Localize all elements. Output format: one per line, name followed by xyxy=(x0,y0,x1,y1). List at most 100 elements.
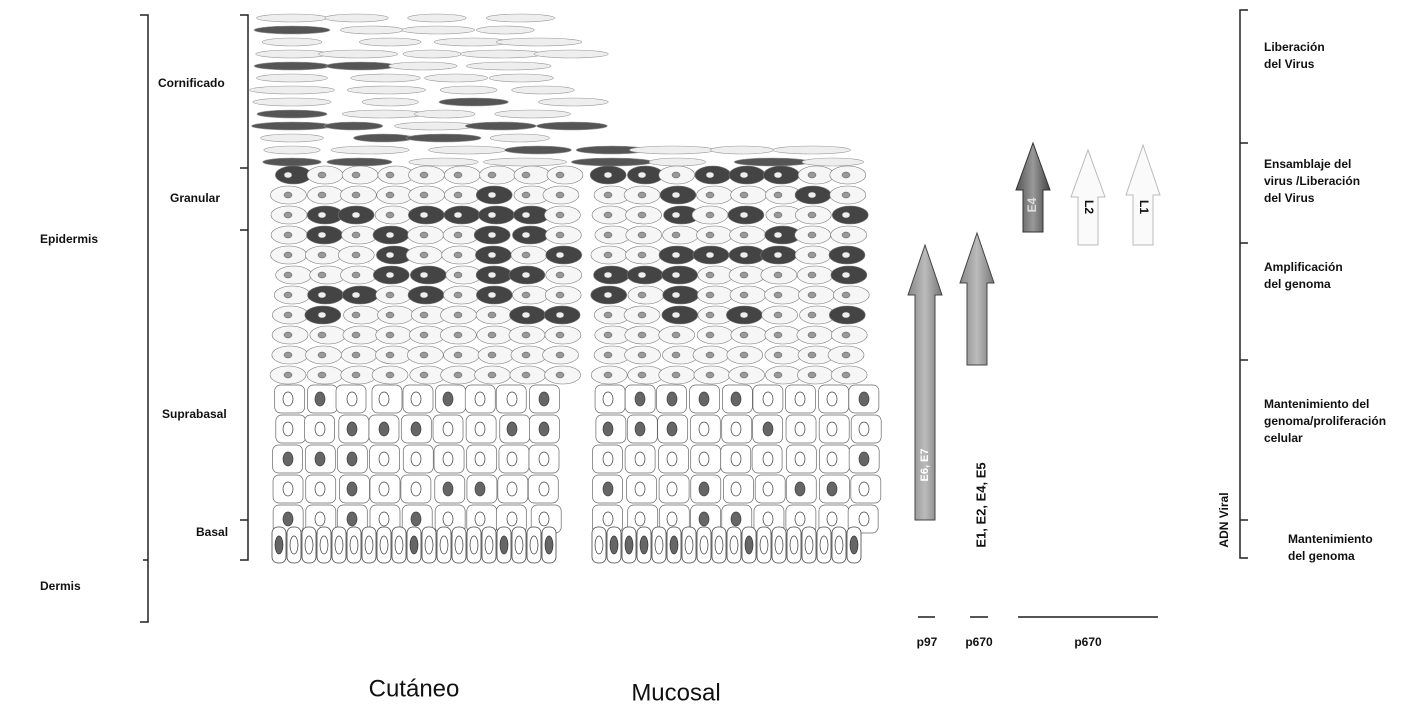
nucleus xyxy=(352,312,360,318)
layer-bracket xyxy=(240,15,248,560)
nucleus xyxy=(635,452,645,466)
cell xyxy=(331,146,409,154)
cell xyxy=(496,38,582,46)
nucleus xyxy=(386,332,394,338)
epidermis-bracket xyxy=(140,15,148,622)
nucleus xyxy=(638,172,646,178)
nucleus xyxy=(320,536,328,554)
cell xyxy=(731,326,767,344)
cell xyxy=(483,158,566,166)
cell xyxy=(362,98,418,106)
nucleus xyxy=(488,212,496,218)
nucleus xyxy=(284,312,292,318)
nucleus xyxy=(774,212,782,218)
nucleus xyxy=(808,332,816,338)
cell xyxy=(649,158,705,166)
nucleus xyxy=(638,352,646,358)
nucleus xyxy=(488,172,496,178)
nucleus xyxy=(740,212,748,218)
nucleus xyxy=(425,536,433,554)
nucleus xyxy=(522,312,530,318)
nucleus xyxy=(670,536,678,554)
nucleus xyxy=(774,332,782,338)
cell xyxy=(395,122,476,130)
cell xyxy=(698,266,734,284)
nucleus xyxy=(454,172,462,178)
nucleus xyxy=(740,232,748,238)
cell xyxy=(325,14,388,22)
nucleus xyxy=(859,512,869,526)
cell xyxy=(257,74,328,82)
nucleus xyxy=(420,372,428,378)
nucleus xyxy=(685,536,693,554)
nucleus xyxy=(500,536,508,554)
nucleus xyxy=(318,312,326,318)
nucleus xyxy=(731,512,741,526)
cell xyxy=(465,122,536,130)
promoter-label: p670 xyxy=(1074,635,1102,649)
nucleus xyxy=(556,232,564,238)
nucleus xyxy=(740,192,748,198)
nucleus xyxy=(763,512,773,526)
nucleus xyxy=(667,482,677,496)
nucleus xyxy=(522,292,530,298)
nucleus xyxy=(443,392,453,406)
cell xyxy=(697,186,733,204)
cell xyxy=(257,14,328,22)
nucleus xyxy=(284,372,292,378)
nucleus xyxy=(522,172,530,178)
nucleus xyxy=(763,482,773,496)
nucleus xyxy=(699,482,709,496)
nucleus xyxy=(352,332,360,338)
nucleus xyxy=(706,252,714,258)
nucleus xyxy=(706,172,714,178)
arrow-label: E6, E7 xyxy=(919,448,931,481)
cell xyxy=(495,110,571,118)
nucleus xyxy=(411,452,421,466)
nucleus xyxy=(475,452,485,466)
cell xyxy=(477,26,535,34)
nucleus xyxy=(850,536,858,554)
nucleus xyxy=(672,192,680,198)
stage-label: del Virus xyxy=(1264,57,1315,71)
nucleus xyxy=(795,482,805,496)
cell xyxy=(505,146,572,154)
nucleus xyxy=(379,512,389,526)
nucleus xyxy=(604,232,612,238)
nucleus xyxy=(539,392,549,406)
nucleus xyxy=(790,536,798,554)
nucleus xyxy=(638,312,646,318)
nucleus xyxy=(284,252,292,258)
nucleus xyxy=(352,272,360,278)
nucleus xyxy=(640,536,648,554)
nucleus xyxy=(740,292,748,298)
nucleus xyxy=(410,536,418,554)
nucleus xyxy=(706,292,714,298)
nucleus xyxy=(522,252,530,258)
nucleus xyxy=(859,482,869,496)
nucleus xyxy=(604,192,612,198)
nucleus xyxy=(411,512,421,526)
nucleus xyxy=(842,272,850,278)
nucleus xyxy=(315,482,325,496)
nucleus xyxy=(443,452,453,466)
nucleus xyxy=(475,482,485,496)
cell xyxy=(249,86,334,94)
nucleus xyxy=(699,392,709,406)
nucleus xyxy=(522,192,530,198)
nucleus xyxy=(556,292,564,298)
nucleus xyxy=(380,536,388,554)
nucleus xyxy=(284,332,292,338)
nucleus xyxy=(827,392,837,406)
nucleus xyxy=(420,232,428,238)
cell xyxy=(359,38,421,46)
cell xyxy=(444,186,480,204)
nucleus xyxy=(386,292,394,298)
nucleus xyxy=(283,482,293,496)
nucleus xyxy=(730,536,738,554)
nucleus xyxy=(667,392,677,406)
nucleus xyxy=(507,512,517,526)
nucleus xyxy=(283,422,293,436)
gene-arrow xyxy=(1071,150,1105,245)
nucleus xyxy=(454,292,462,298)
